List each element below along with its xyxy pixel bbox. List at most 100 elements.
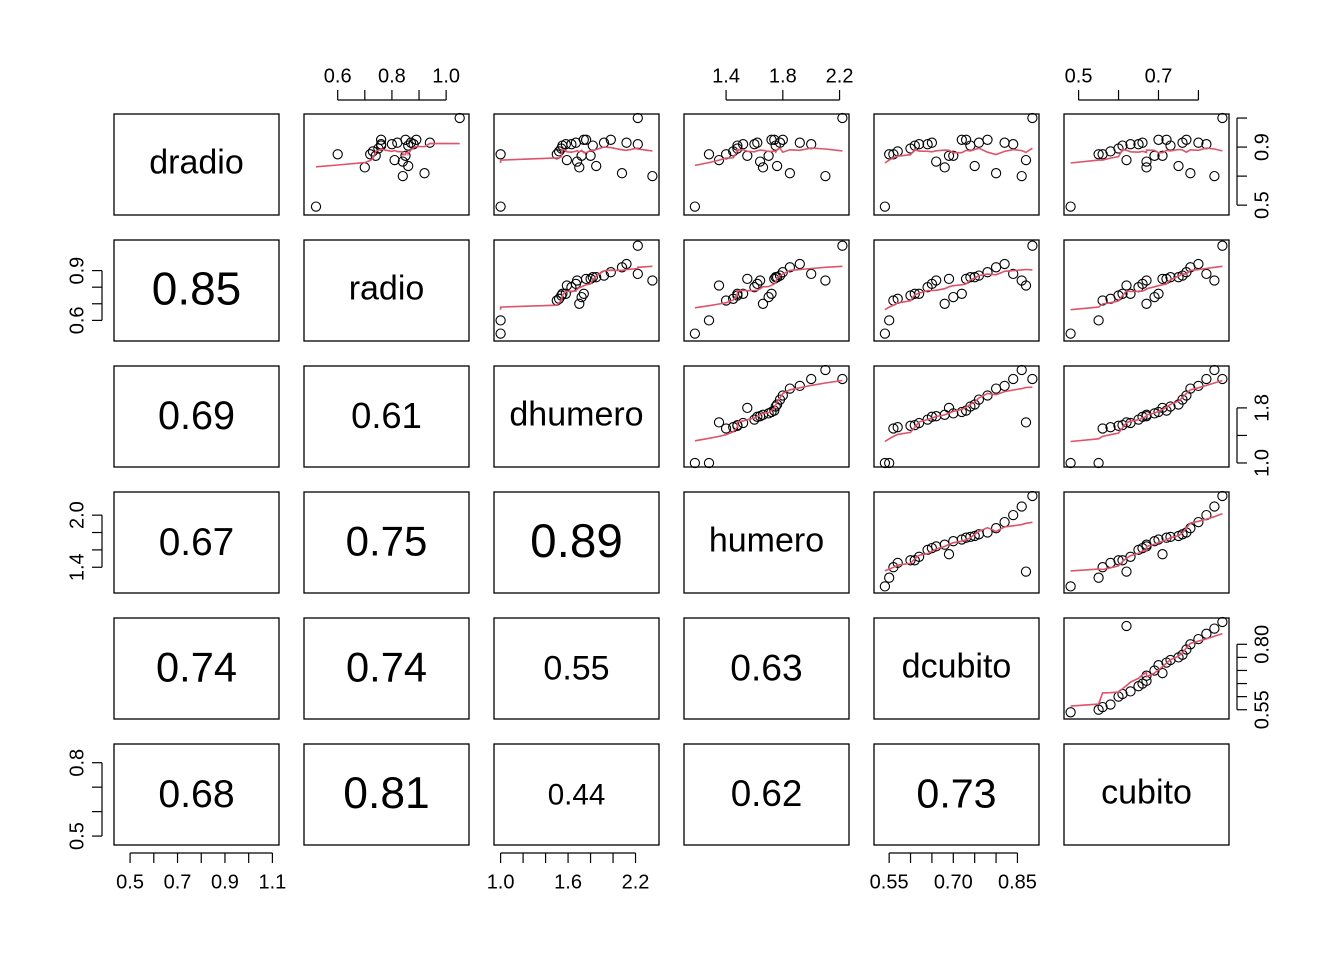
point-dhumero-dcubito xyxy=(1027,373,1038,385)
point-radio-cubito xyxy=(1121,280,1132,291)
point-dradio-dcubito xyxy=(1008,139,1019,150)
point-radio-humero xyxy=(749,282,760,293)
left-tick-label-cubito: 0.5 xyxy=(66,822,88,850)
point-dradio-dcubito xyxy=(948,150,959,161)
point-radio-cubito xyxy=(1117,288,1128,299)
smooth-line-dradio-cubito xyxy=(1070,147,1223,164)
bottom-tick-label-dcubito: 0.55 xyxy=(870,871,909,893)
point-dradio-humero xyxy=(754,156,766,167)
panel-frame-dradio-dhumero xyxy=(493,113,660,216)
panel-frame-cubito-humero xyxy=(683,743,850,846)
point-dradio-cubito xyxy=(1209,170,1220,182)
point-dradio-humero xyxy=(794,137,805,148)
point-humero-cubito xyxy=(1093,572,1104,583)
panel-frame-dradio-dcubito xyxy=(873,113,1040,216)
point-humero-dcubito xyxy=(913,551,925,562)
point-radio-dhumero xyxy=(560,288,571,299)
point-radio-humero xyxy=(713,280,725,291)
bottom-tick-label-dcubito: 0.85 xyxy=(998,871,1037,893)
panel-frame-dcubito-dcubito xyxy=(873,617,1040,720)
point-dradio-humero xyxy=(774,137,786,148)
right-tick-label-dradio: 0.5 xyxy=(1251,191,1273,219)
point-dradio-humero xyxy=(737,139,749,150)
point-humero-dcubito xyxy=(905,555,916,566)
point-dhumero-dcubito xyxy=(999,380,1010,392)
point-dradio-dhumero xyxy=(616,168,628,179)
smooth-line-dhumero-humero xyxy=(694,379,843,442)
point-humero-cubito xyxy=(1217,490,1228,502)
point-dhumero-cubito xyxy=(1097,423,1108,434)
point-radio-humero xyxy=(737,288,749,299)
point-dradio-dcubito xyxy=(926,137,938,148)
point-humero-cubito xyxy=(1065,581,1076,592)
smooth-line-dradio-humero xyxy=(694,147,843,167)
point-radio-dcubito xyxy=(879,328,891,339)
point-radio-cubito xyxy=(1157,273,1168,285)
point-humero-dcubito xyxy=(999,516,1010,528)
smooth-line-dradio-dcubito xyxy=(884,147,1033,164)
panel-frame-dradio-humero xyxy=(683,113,850,216)
point-dhumero-dcubito xyxy=(990,383,1002,394)
point-dradio-radio xyxy=(359,162,370,173)
point-dhumero-humero xyxy=(713,417,725,428)
point-humero-cubito xyxy=(1153,534,1164,545)
point-dradio-radio xyxy=(403,140,414,151)
point-radio-dcubito xyxy=(999,258,1010,270)
correlation-radio-dradio: 0.85 xyxy=(152,263,242,315)
correlation-humero-dhumero: 0.89 xyxy=(530,515,623,568)
diagonal-label-cubito: cubito xyxy=(1101,773,1192,811)
point-radio-dhumero xyxy=(574,298,585,309)
point-dradio-dcubito xyxy=(939,162,950,173)
correlation-cubito-dcubito: 0.73 xyxy=(916,770,996,816)
point-dhumero-dcubito xyxy=(884,457,895,469)
point-dradio-humero xyxy=(763,150,774,161)
point-radio-humero xyxy=(820,275,831,286)
point-dhumero-cubito xyxy=(1217,373,1228,385)
point-dradio-cubito xyxy=(1121,154,1132,166)
point-radio-cubito xyxy=(1153,288,1164,299)
point-radio-humero xyxy=(689,328,701,339)
point-radio-cubito xyxy=(1093,315,1104,326)
point-radio-dcubito xyxy=(943,273,955,285)
point-dhumero-dcubito xyxy=(879,457,891,469)
point-dradio-cubito xyxy=(1173,160,1184,172)
panel-frame-cubito-dcubito xyxy=(873,743,1040,846)
bottom-tick-label-dradio: 1.1 xyxy=(258,871,286,893)
point-dhumero-humero xyxy=(720,423,732,434)
point-radio-cubito xyxy=(1125,288,1136,299)
point-dhumero-humero xyxy=(806,373,817,385)
diagonal-label-humero: humero xyxy=(709,521,824,559)
point-dhumero-cubito xyxy=(1165,401,1176,412)
point-dradio-dhumero xyxy=(566,139,577,150)
point-dhumero-dcubito xyxy=(1008,373,1019,385)
point-dradio-cubito xyxy=(1185,168,1196,179)
panel-frame-humero-dradio xyxy=(113,491,280,594)
point-radio-dcubito xyxy=(969,272,980,283)
point-radio-humero xyxy=(766,288,777,299)
point-dradio-radio xyxy=(375,134,387,145)
point-radio-dcubito xyxy=(948,291,959,303)
point-humero-dcubito xyxy=(1016,501,1027,512)
diagonal-label-dcubito: dcubito xyxy=(902,647,1012,685)
point-dradio-cubito xyxy=(1065,201,1076,212)
point-humero-cubito xyxy=(1121,566,1132,577)
smooth-line-radio-humero xyxy=(694,265,843,309)
point-dradio-cubito xyxy=(1141,156,1152,167)
point-dradio-radio xyxy=(419,168,430,179)
point-dradio-radio xyxy=(397,170,408,182)
point-dhumero-humero xyxy=(703,457,715,469)
diagonal-label-dradio: dradio xyxy=(149,143,244,181)
point-dradio-dcubito xyxy=(973,137,985,148)
panel-frame-radio-radio xyxy=(303,239,470,342)
correlation-dhumero-radio: 0.61 xyxy=(351,395,422,436)
point-dradio-cubito xyxy=(1193,137,1204,148)
point-dradio-humero xyxy=(703,149,715,160)
point-dradio-humero xyxy=(784,168,796,179)
point-dhumero-humero xyxy=(742,402,753,414)
top-tick-label-cubito: 0.7 xyxy=(1145,65,1173,87)
panel-frame-dcubito-humero xyxy=(683,617,850,720)
point-dhumero-dcubito xyxy=(913,417,925,429)
point-dcubito-cubito xyxy=(1185,639,1196,650)
point-radio-dhumero xyxy=(495,315,506,326)
